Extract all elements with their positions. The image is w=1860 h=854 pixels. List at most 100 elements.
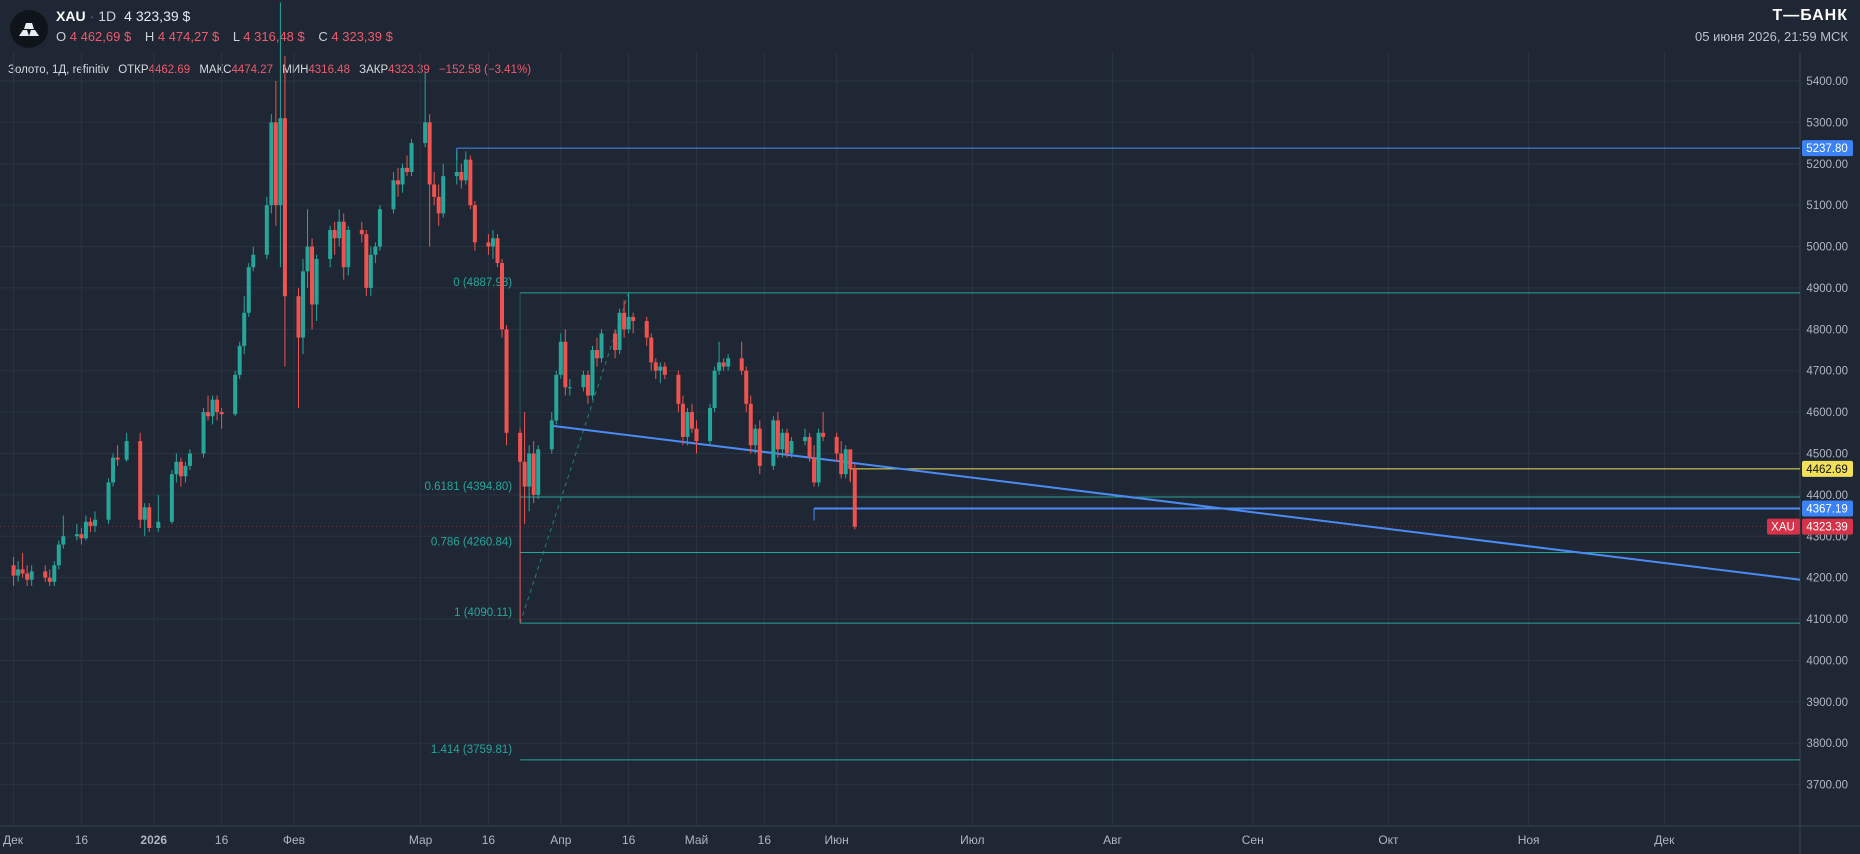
x-tick-label: Ноя — [1518, 833, 1540, 847]
candle-body — [558, 341, 563, 375]
fib-level-label: 1.414 (3759.81) — [431, 744, 512, 756]
candle-body — [409, 143, 414, 173]
candle-body — [536, 449, 541, 495]
x-tick-label: 16 — [75, 833, 89, 847]
timeframe[interactable]: 1D — [98, 8, 117, 24]
low-value: 4 316,48 $ — [243, 29, 305, 44]
y-tick-label: 4800.00 — [1806, 324, 1848, 336]
candle-body — [436, 196, 441, 214]
candle-body — [463, 159, 468, 181]
candle-body — [328, 229, 333, 259]
candle-body — [689, 412, 694, 429]
candle-body — [581, 374, 586, 388]
candle-body — [61, 536, 66, 545]
legend-low-label: МИН — [282, 64, 309, 76]
high-value: 4 474,27 $ — [157, 29, 220, 44]
candle-body — [771, 420, 776, 466]
price-tag-bg — [1802, 500, 1853, 517]
y-tick-label: 4100.00 — [1806, 614, 1848, 626]
candle-body — [784, 432, 789, 454]
candle-body — [454, 172, 459, 177]
candle-body — [852, 468, 857, 527]
candle-body — [726, 358, 731, 367]
fib-anchor-line — [519, 292, 630, 624]
legend-close-value: 4323.39 — [388, 64, 430, 76]
candle-body — [282, 118, 287, 297]
fib-level-label: 0.786 (4260.84) — [431, 536, 512, 548]
candle-body — [246, 267, 251, 313]
legend-high-label: МАКС — [199, 64, 232, 76]
candle-body — [337, 221, 342, 239]
x-tick-label: Авг — [1103, 833, 1122, 847]
x-tick-label: 16 — [758, 833, 772, 847]
candle-body — [472, 205, 477, 243]
header-datetime: 05 июня 2026, 21:59 МСК — [1695, 29, 1848, 44]
candle-body — [708, 407, 713, 442]
legend-series-name: Золото, 1Д, refinitiv — [8, 64, 109, 76]
candle-body — [305, 246, 310, 272]
candle-body — [622, 312, 627, 330]
candle-body — [269, 122, 274, 206]
y-tick-label: 3800.00 — [1806, 738, 1848, 750]
candle-body — [662, 366, 667, 375]
candle-body — [812, 457, 817, 483]
trend-line[interactable] — [551, 424, 1801, 581]
candle-body — [522, 461, 527, 487]
candle-body — [391, 180, 396, 210]
candle-body — [359, 229, 364, 235]
candle-body — [486, 242, 491, 247]
candle-body — [20, 569, 25, 574]
candle-body — [744, 370, 749, 404]
candle-body — [585, 374, 590, 396]
candle-body — [187, 453, 192, 466]
candle-body — [88, 521, 93, 526]
x-tick-label: 16 — [215, 833, 229, 847]
candle-body — [206, 412, 211, 417]
x-tick-label: Июн — [825, 833, 849, 847]
candle-body — [631, 316, 636, 322]
candle-body — [147, 507, 152, 528]
y-tick-label: 5200.00 — [1806, 159, 1848, 171]
candle-body — [310, 246, 315, 305]
candle-body — [11, 565, 16, 576]
y-tick-label: 5300.00 — [1806, 117, 1848, 129]
brand-logo: Т—БАНК — [1772, 7, 1848, 24]
candle-body — [296, 296, 301, 338]
candle-body — [377, 209, 382, 247]
close-value: 4 323,39 $ — [331, 29, 393, 44]
candle-body — [138, 441, 143, 520]
candle-body — [56, 544, 61, 566]
y-tick-label: 4600.00 — [1806, 407, 1848, 419]
candle-body — [775, 420, 780, 450]
candle-body — [314, 258, 319, 305]
x-tick-label: Дек — [1654, 833, 1675, 847]
candle-body — [273, 122, 278, 206]
candle-body — [468, 159, 473, 206]
symbol-name[interactable]: XAU — [56, 8, 86, 24]
legend-open-value: 4462.69 — [148, 64, 191, 76]
candle-body — [816, 432, 821, 483]
candle-body — [567, 387, 572, 389]
last-price-tag-label: 4323.39 — [1806, 522, 1848, 534]
y-tick-label: 4700.00 — [1806, 366, 1848, 378]
candle-body — [25, 573, 30, 580]
candle-body — [554, 374, 559, 421]
candle-body — [16, 569, 21, 576]
candle-body — [594, 350, 599, 359]
x-tick-label: Мар — [409, 833, 433, 847]
candle-body — [368, 254, 373, 288]
candle-body — [717, 362, 722, 371]
candle-body — [79, 534, 84, 539]
price-tag-label: 5237.80 — [1806, 143, 1848, 155]
candle-body — [644, 321, 649, 338]
candle-body — [780, 432, 785, 450]
candle-body — [821, 432, 826, 437]
candle-body — [490, 238, 495, 247]
candle-body — [653, 362, 658, 371]
candle-body — [364, 234, 369, 288]
candle-body — [432, 184, 437, 197]
candle-body — [834, 436, 839, 454]
symbol-tag-bg — [1767, 518, 1800, 535]
x-tick-label: Дек — [3, 833, 24, 847]
